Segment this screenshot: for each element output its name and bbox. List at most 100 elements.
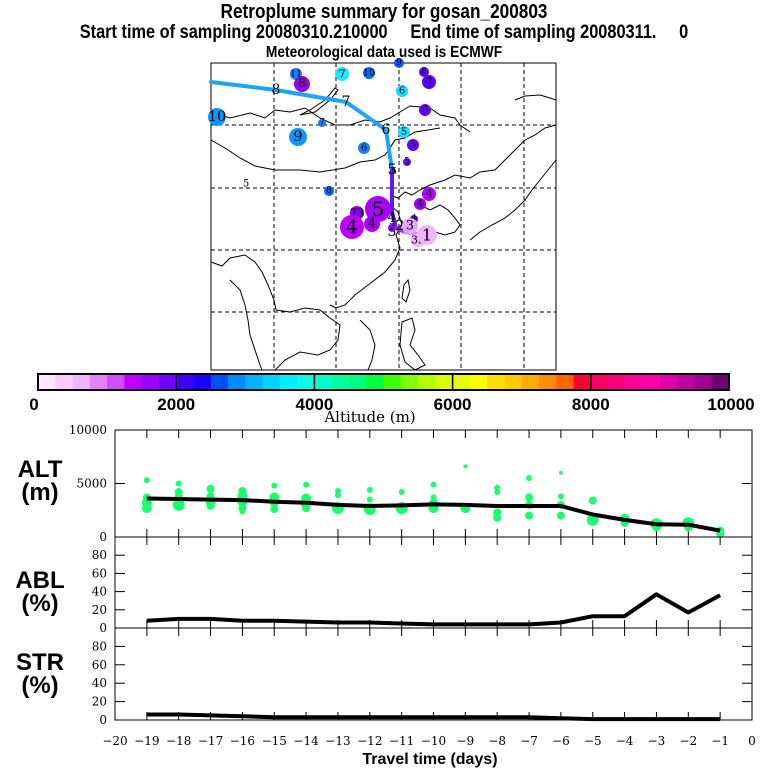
colorbar-swatch [55,374,74,390]
str-panel-units: (%) [21,672,58,699]
y-tick-label: 5000 [76,477,107,491]
plume-cluster-label: 4 [368,217,376,232]
alt-scatter-point [558,470,563,475]
x-tick-label: −17 [198,734,223,748]
trajectory-segment [274,88,348,104]
colorbar-swatch [107,374,125,390]
colorbar-swatch [608,374,626,390]
plume-cluster-label: 7 [319,118,325,128]
colorbar-swatch [711,374,730,390]
plume-cluster-label: 10 [208,109,226,125]
x-tick-label: −14 [293,734,319,748]
colorbar-tick-label: 8000 [572,395,610,414]
alt-panel-units: (m) [21,479,58,506]
trajectory-day-label: 5 [388,162,397,178]
str-panel-frame [114,627,753,721]
alt-scatter-point [526,475,533,482]
colorbar-swatch [331,374,350,390]
x-tick-label: −1 [711,734,729,748]
colorbar-swatch [504,374,523,390]
sampling-time-subtitle: Start time of sampling 20080310.210000 E… [79,22,689,43]
colorbar-swatch [297,374,315,390]
alt-scatter-point [430,494,437,501]
coastlines [210,87,557,371]
plume-cluster-label: 5 [391,167,397,177]
plume-cluster-label: 5 [372,197,385,221]
abl-panel-frame [114,536,753,629]
colorbar-swatch [659,374,678,390]
plume-cluster-marker [318,119,326,127]
y-tick-label: 10000 [69,423,107,437]
plume-cluster-label: 4 [425,188,432,201]
alt-panel-label: ALT [18,456,63,483]
str-panel: 0 20 40 60 80 [92,627,753,727]
x-tick-label: −11 [389,734,414,748]
colorbar-swatch [262,374,281,390]
plume-cluster-marker [340,215,364,239]
alt-scatter-point [143,477,150,484]
colorbar-swatch [366,374,384,390]
alt-panel: 0 5000 10000 [69,423,753,544]
colorbar-frame [37,373,730,391]
colorbar-title: Altitude (m) [323,408,415,426]
alt-scatter-point [172,498,185,511]
plume-cluster-marker [402,218,418,234]
colorbar-swatch [228,374,246,390]
colorbar-tick-label: 4000 [295,395,333,414]
alt-scatter-point [175,480,182,487]
y-tick-label: 60 [92,566,107,580]
alt-scatter-point [239,508,246,515]
alt-scatter-point [366,486,373,493]
plume-cluster-marker [364,216,380,232]
colorbar-swatch [452,374,471,390]
plume-cluster-marker [419,67,429,77]
colorbar-swatch [677,374,695,390]
alt-scatter-point [463,464,468,469]
y-tick-label: 0 [99,530,107,544]
y-tick-label: 0 [99,713,107,727]
plume-cluster-marker [294,76,310,92]
plume-cluster-marker [403,158,411,166]
colorbar-swatch [556,374,575,390]
x-tick-label: −3 [648,734,666,748]
plume-cluster-label: 4 [346,216,358,239]
y-tick-label: 40 [92,676,107,690]
plume-cluster-marker [417,225,437,245]
x-tick-label: 0 [748,734,756,748]
plume-cluster-marker [388,224,396,232]
plume-cluster-label: 5 [401,127,407,138]
plume-cluster-label: 8 [326,186,332,196]
x-tick-label: −16 [230,734,255,748]
colorbar-swatch [383,374,402,390]
x-tick-label: −8 [488,734,506,748]
plume-cluster-marker [358,142,370,154]
plume-cluster-marker [407,139,419,151]
plume-cluster-label: 9 [396,58,402,68]
colorbar-swatch [521,374,540,390]
alt-scatter-point [493,513,502,522]
abl-series-line [146,592,722,627]
colorbar-swatch [210,374,229,390]
colorbar-swatch [279,374,298,390]
plume-cluster-marker [335,67,349,81]
map-marker-5: 5 [243,179,249,190]
x-tick-label: −6 [552,734,570,748]
map-panel: 87654321 1187109876610795655584473544423… [208,58,557,371]
plume-cluster-label: 10 [363,68,375,79]
plume-cluster-label: 8 [421,67,427,77]
plume-cluster-label: 6 [361,143,367,154]
plume-cluster-marker [394,58,404,68]
colorbar-swatch [314,374,333,390]
colorbar-swatch [625,374,644,390]
x-tick-label: −15 [262,734,287,748]
y-tick-label: 80 [92,639,107,653]
colorbar-swatch [590,374,609,390]
alt-scatter-point [430,481,437,488]
x-tick-label: −7 [520,734,538,748]
plume-cluster-marker [208,108,226,126]
colorbar-swatch [435,374,454,390]
colorbar-tick-label: 0 [29,395,38,414]
plume-cluster-marker [398,126,410,138]
colorbar-swatch [193,374,212,390]
alt-scatter-point [525,511,534,520]
